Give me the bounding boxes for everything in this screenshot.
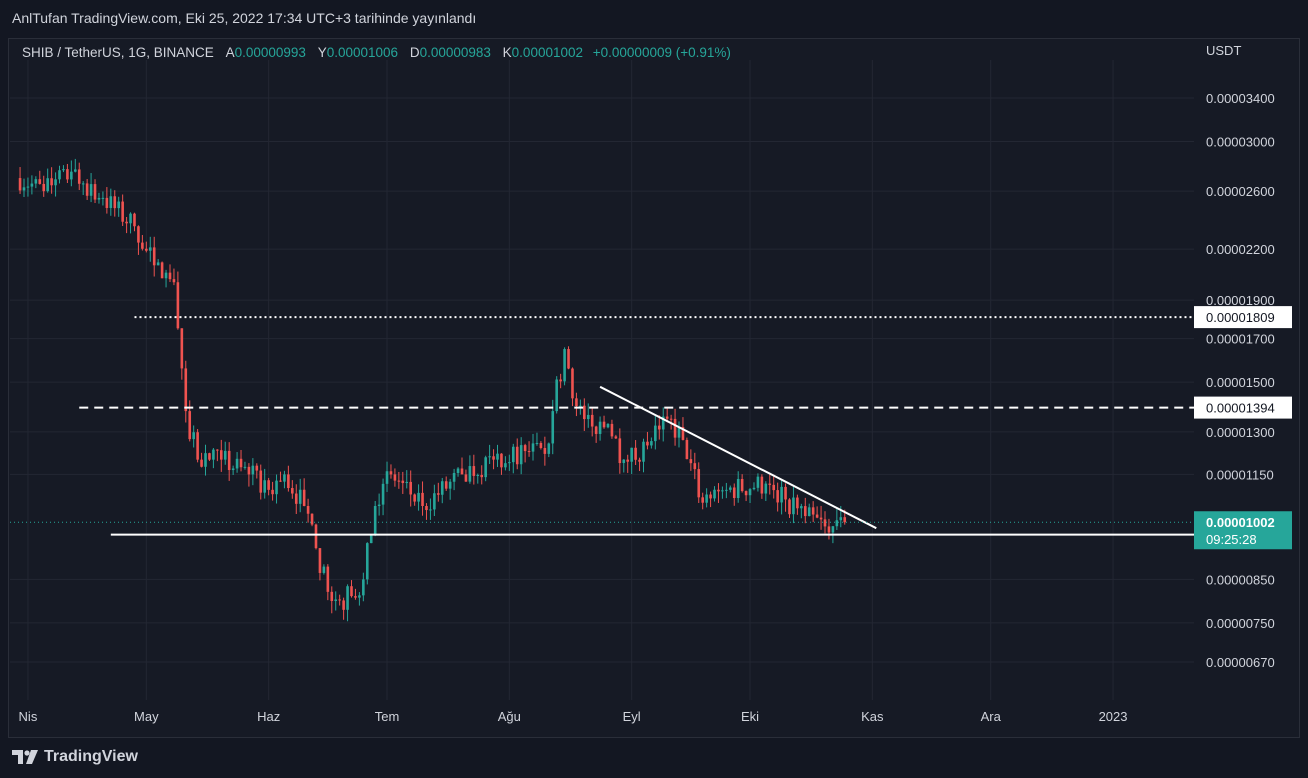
low-value: 0.00000983 — [419, 45, 491, 60]
low-label: D — [409, 45, 420, 60]
top-bar: AnlTufan TradingView.com, Eki 25, 2022 1… — [0, 0, 1308, 38]
currency-label: USDT — [1206, 43, 1242, 58]
tradingview-logo-icon — [12, 750, 38, 764]
high-value: 0.00001006 — [326, 45, 399, 60]
high-label: Y — [317, 45, 327, 60]
symbol-name[interactable]: SHIB / TetherUS, 1G, BINANCE — [22, 45, 214, 60]
chart-frame[interactable] — [8, 38, 1300, 738]
change-value: +0.00000009 (+0.91%) — [592, 45, 731, 60]
close-value: 0.00001002 — [511, 45, 583, 60]
open-value: 0.00000993 — [234, 45, 306, 60]
footer-brand[interactable]: TradingView — [44, 748, 138, 765]
footer: TradingView — [12, 745, 138, 769]
open-label: A — [225, 45, 235, 60]
close-label: K — [502, 45, 512, 60]
symbol-legend: SHIB / TetherUS, 1G, BINANCE A0.00000993… — [22, 45, 731, 60]
published-by-text: AnlTufan TradingView.com, Eki 25, 2022 1… — [12, 10, 477, 26]
